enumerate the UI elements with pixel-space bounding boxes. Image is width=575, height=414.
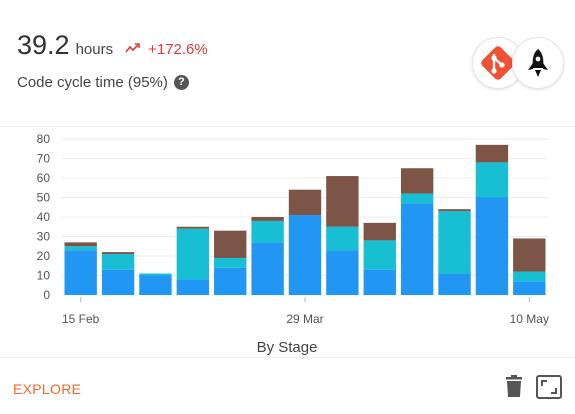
- bar-segment[interactable]: [288, 189, 322, 216]
- bar-segment[interactable]: [326, 176, 359, 227]
- bars: [64, 144, 546, 296]
- bar-segment[interactable]: [326, 250, 359, 295]
- bar-segment[interactable]: [363, 240, 396, 270]
- trend-up-icon: [125, 41, 141, 53]
- x-tick-label: 15 Feb: [62, 312, 100, 326]
- y-tick-label: 0: [43, 288, 50, 302]
- integration-badges: [472, 37, 564, 89]
- trash-icon[interactable]: [504, 375, 524, 399]
- bar-segment[interactable]: [475, 162, 509, 198]
- bar-segment[interactable]: [101, 254, 135, 270]
- y-tick-label: 70: [37, 152, 51, 166]
- bar-segment[interactable]: [400, 168, 434, 194]
- bar-segment[interactable]: [101, 252, 135, 255]
- y-axis-ticks: 0 10 20 30 40 50 60 70 80: [37, 132, 51, 302]
- bar-segment[interactable]: [214, 230, 247, 258]
- metric-header: 39.2 hours +172.6% Code cycle time (95%)…: [0, 0, 575, 125]
- bar-segment[interactable]: [176, 228, 210, 280]
- divider: [0, 357, 575, 358]
- bar-segment[interactable]: [214, 267, 247, 295]
- divider: [0, 126, 575, 127]
- bar-segment[interactable]: [251, 217, 284, 221]
- metric-change: +172.6%: [148, 41, 208, 58]
- bar-segment[interactable]: [64, 242, 97, 247]
- rocket-icon: [528, 49, 548, 77]
- chart-canvas: 0 10 20 30 40 50 60 70 80 15 Feb 29 Mar 10 May By …: [37, 132, 549, 356]
- bar-segment[interactable]: [513, 238, 546, 272]
- x-tick-label: 29 Mar: [286, 312, 323, 326]
- bar-segment[interactable]: [363, 222, 396, 241]
- y-tick-label: 30: [37, 230, 51, 244]
- metric-label: Code cycle time (95%) ?: [17, 74, 189, 91]
- explore-link[interactable]: EXPLORE: [13, 381, 82, 397]
- y-tick-label: 20: [37, 249, 51, 263]
- bar-segment[interactable]: [176, 279, 210, 295]
- bar-segment[interactable]: [176, 226, 210, 229]
- x-axis-label: By Stage: [257, 339, 318, 356]
- bar-segment[interactable]: [326, 226, 359, 251]
- x-axis-ticks: 15 Feb 29 Mar 10 May: [62, 297, 549, 326]
- bar-segment[interactable]: [400, 203, 434, 295]
- bar-segment[interactable]: [513, 281, 546, 295]
- bar-segment[interactable]: [101, 269, 135, 295]
- expand-icon[interactable]: [536, 375, 562, 399]
- bar-segment[interactable]: [513, 271, 546, 282]
- y-tick-label: 80: [37, 132, 51, 146]
- bar-segment[interactable]: [438, 209, 471, 212]
- y-tick-label: 50: [37, 191, 51, 205]
- bar-segment[interactable]: [438, 211, 471, 274]
- bar-segment[interactable]: [139, 275, 172, 296]
- git-icon: [481, 46, 515, 80]
- bar-segment[interactable]: [64, 250, 97, 295]
- y-tick-label: 60: [37, 171, 51, 185]
- metric-value: 39.2: [17, 30, 70, 60]
- bar-segment[interactable]: [400, 193, 434, 204]
- y-tick-label: 10: [37, 269, 51, 283]
- bar-segment[interactable]: [251, 242, 284, 295]
- metric-label-text: Code cycle time (95%): [17, 74, 168, 91]
- metric-summary: 39.2 hours +172.6%: [17, 30, 208, 61]
- bar-segment[interactable]: [438, 273, 471, 295]
- card-footer: EXPLORE: [0, 358, 575, 414]
- metric-unit: hours: [75, 41, 114, 58]
- x-tick-label: 10 May: [510, 312, 549, 326]
- bar-segment[interactable]: [288, 215, 322, 295]
- bar-segment[interactable]: [64, 246, 97, 251]
- bar-segment[interactable]: [475, 197, 509, 296]
- bar-chart: 0 10 20 30 40 50 60 70 80 15 Feb 29 Mar 10 May By …: [0, 127, 575, 357]
- bar-segment[interactable]: [251, 220, 284, 243]
- deploy-badge[interactable]: [512, 37, 564, 89]
- bar-segment[interactable]: [214, 257, 247, 268]
- y-tick-label: 40: [37, 210, 51, 224]
- bar-segment[interactable]: [475, 144, 509, 163]
- bar-segment[interactable]: [139, 273, 172, 276]
- help-icon[interactable]: ?: [173, 75, 189, 90]
- bar-segment[interactable]: [363, 269, 396, 295]
